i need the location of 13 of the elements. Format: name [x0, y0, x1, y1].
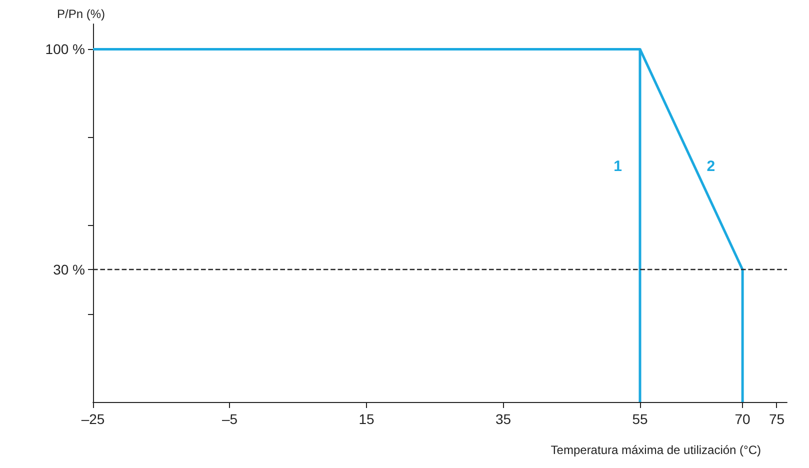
y-tick-label: 100 %: [45, 41, 85, 58]
x-tick-label: 15: [358, 411, 374, 427]
x-tick-label: 70: [734, 411, 751, 427]
series-label: 2: [706, 158, 716, 176]
x-tick-label: 35: [495, 411, 512, 427]
y-axis-title: P/Pn (%): [56, 7, 105, 21]
series-label: 1: [614, 158, 622, 176]
y-tick-label: 30 %: [53, 262, 85, 278]
x-tick-label: 75: [768, 411, 785, 427]
x-tick-label: –5: [222, 411, 238, 427]
x-axis-title: Temperatura máxima de utilización (°C): [550, 443, 762, 457]
x-tick-label: 55: [632, 411, 648, 427]
x-tick-label: –25: [81, 411, 105, 427]
